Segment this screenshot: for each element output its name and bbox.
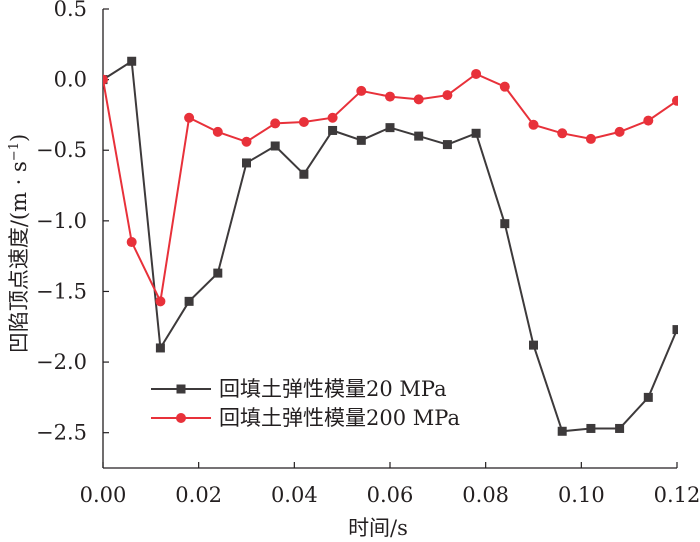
x-tick-label: 0.12 [654,483,700,507]
series-1 [103,56,678,436]
data-point-circle [298,116,309,127]
data-point-circle [385,91,395,102]
data-point-square [270,141,280,151]
data-point-square [672,325,678,335]
data-point-square [414,131,424,141]
data-point-square [529,340,538,350]
data-point-square [557,426,567,436]
x-axis-title: 时间/s [348,516,408,540]
y-axis-title-main: 凹陷顶点速度/(m · s [7,161,31,353]
data-point-circle [557,128,568,139]
legend-item: 回填土弹性模量20 MPa [151,377,447,401]
data-point-circle [270,118,281,129]
legend-marker-circle [176,413,186,423]
data-point-circle [442,90,453,101]
data-point-circle [499,81,510,92]
data-point-circle [155,296,166,307]
data-point-square [328,125,338,135]
data-point-square [442,140,452,150]
data-point-square [471,128,481,138]
tick-marks: 0.5 0.0 −0.5 −1.0 −1.5 −2.0 −2.5 0.00 0.02 0.04 0.… [36,0,700,507]
y-tick-label: 0.0 [54,68,87,92]
data-point-circle [413,94,424,105]
data-point-square [586,423,596,433]
legend-label: 回填土弹性模量20 MPa [219,377,447,401]
series-2 [103,68,678,307]
x-tick-label: 0.04 [271,483,318,507]
series-line [103,72,678,305]
data-point-circle [241,136,252,147]
data-point-circle [528,119,539,130]
data-point-circle [126,237,137,248]
legend-item: 回填土弹性模量200 MPa [151,406,460,430]
data-point-square [385,123,395,133]
y-tick-label: −1.0 [36,209,87,233]
data-point-circle [327,112,338,123]
data-point-circle [103,74,108,85]
x-tick-label: 0.06 [367,483,414,507]
y-axis-title-exponent: −1 [7,142,22,161]
data-point-square [213,268,223,278]
data-point-square [615,423,625,433]
y-tick-label: −0.5 [36,138,87,162]
y-tick-label: 0.5 [54,0,87,21]
y-tick-label: −2.0 [36,350,87,374]
y-axis-title-close: ) [7,134,31,142]
data-point-circle [672,95,678,106]
data-point-circle [184,112,195,123]
data-point-square [500,219,510,229]
x-tick-label: 0.00 [80,483,127,507]
data-point-square [299,169,309,179]
legend: 回填土弹性模量20 MPa 回填土弹性模量200 MPa [151,377,460,430]
data-point-circle [643,115,654,126]
data-point-circle [471,68,482,79]
data-point-square [155,343,165,353]
legend-label: 回填土弹性模量200 MPa [219,406,460,430]
data-point-circle [585,133,596,144]
data-point-square [643,392,653,402]
x-tick-label: 0.02 [175,483,222,507]
data-point-square [184,296,194,306]
data-point-circle [212,126,223,137]
data-point-circle [614,126,625,137]
data-point-square [127,56,137,66]
data-point-square [356,135,366,145]
x-tick-label: 0.08 [462,483,509,507]
data-point-circle [356,85,367,96]
y-tick-label: −2.5 [36,421,87,445]
series-layer [103,56,678,436]
y-tick-label: −1.5 [36,279,87,303]
x-tick-label: 0.10 [558,483,605,507]
legend-marker-square [176,384,186,394]
y-axis-title: 凹陷顶点速度/(m · s−1) [7,134,31,353]
data-point-square [242,158,251,168]
